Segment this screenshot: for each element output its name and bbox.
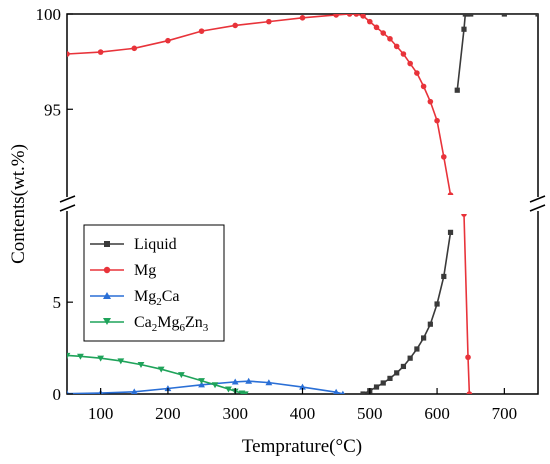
data-point-mg — [420, 83, 427, 90]
data-point-mg — [360, 14, 366, 19]
data-point-mg — [414, 70, 420, 76]
data-point-mg2ca — [340, 390, 345, 394]
data-point-ca2mg6zn3 — [241, 391, 249, 394]
data-point-liquid — [394, 370, 400, 376]
y-tick-label: 0 — [53, 385, 62, 404]
data-point-liquid — [461, 26, 467, 32]
legend-label-mg2ca: Mg2Ca — [134, 288, 180, 308]
data-point-mg — [434, 117, 440, 124]
data-point-liquid — [407, 355, 413, 361]
legend-item-mg: Mg — [90, 262, 156, 279]
x-tick-label: 200 — [155, 404, 181, 423]
series-line-ca2mg6zn3-lower — [67, 354, 246, 394]
data-point-liquid — [360, 391, 366, 394]
data-point-ca2mg6zn3 — [137, 362, 145, 369]
data-point-ca2mg6zn3 — [117, 358, 125, 365]
x-tick-label: 500 — [357, 404, 383, 423]
legend-item-liquid: Liquid — [90, 236, 177, 253]
data-point-ca2mg6zn3 — [77, 353, 84, 360]
data-point-mg2ca — [198, 381, 205, 388]
data-point-mg — [299, 15, 306, 21]
data-point-liquid — [380, 380, 386, 386]
data-point-mg — [333, 14, 339, 18]
data-point-ca2mg6zn3 — [225, 386, 232, 393]
data-point-liquid — [501, 14, 507, 17]
series-line-liquid-upper — [456, 14, 538, 91]
x-tick-label: 300 — [222, 404, 248, 423]
legend: Liquid Mg Mg2Ca Ca2Mg6Zn3 — [83, 224, 225, 342]
data-point-mg — [198, 28, 205, 34]
data-point-mg — [380, 30, 387, 36]
data-point-mg2ca — [245, 377, 253, 384]
legend-label-mg: Mg — [134, 262, 156, 279]
data-point-mg — [373, 24, 380, 31]
data-point-liquid — [441, 273, 447, 280]
data-point-liquid — [454, 87, 460, 93]
y-axis-title: Contents(wt.%) — [8, 144, 29, 264]
legend-label-ca2mg6zn3: Ca2Mg6Zn3 — [134, 314, 209, 334]
data-point-ca2mg6zn3 — [97, 355, 105, 362]
data-point-liquid — [535, 14, 538, 17]
legend-item-ca2mg6zn3: Ca2Mg6Zn3 — [90, 314, 209, 334]
data-point-mg — [407, 60, 413, 67]
data-point-liquid — [421, 335, 427, 341]
data-point-liquid — [414, 346, 420, 352]
data-point-mg2ca — [265, 379, 273, 386]
data-point-mg — [366, 18, 373, 25]
x-tick-label: 700 — [492, 404, 518, 423]
data-point-mg — [387, 35, 393, 42]
data-point-mg — [466, 391, 473, 394]
x-tick-label: 400 — [290, 404, 316, 423]
data-point-ca2mg6zn3 — [157, 366, 165, 373]
data-point-ca2mg6zn3 — [67, 352, 71, 359]
data-point-liquid — [427, 321, 433, 327]
data-point-mg2ca — [333, 388, 340, 394]
data-point-liquid — [464, 14, 470, 17]
data-point-mg — [447, 192, 454, 195]
y-tick-label: 100 — [36, 5, 62, 24]
series-line-liquid-lower — [362, 232, 452, 394]
data-point-mg — [465, 354, 471, 361]
x-tick-label: 600 — [424, 404, 450, 423]
legend-item-mg2ca: Mg2Ca — [90, 288, 180, 308]
data-point-mg — [67, 51, 70, 57]
data-point-mg — [346, 14, 353, 17]
x-tick-label: 100 — [88, 404, 114, 423]
data-point-mg2ca — [231, 378, 239, 385]
data-point-liquid — [447, 229, 454, 235]
data-point-mg — [441, 154, 447, 160]
data-point-mg2ca — [131, 388, 138, 394]
data-point-mg2ca — [67, 390, 70, 394]
data-point-mg — [165, 37, 171, 44]
data-point-ca2mg6zn3 — [177, 372, 185, 379]
data-point-mg — [232, 22, 239, 29]
series-line-mg-upper — [67, 14, 452, 195]
legend-label-liquid: Liquid — [134, 236, 177, 253]
data-point-ca2mg6zn3 — [211, 382, 219, 389]
data-point-liquid — [387, 375, 393, 381]
data-point-liquid — [400, 363, 407, 370]
data-point-mg — [427, 98, 434, 105]
data-point-liquid — [373, 384, 380, 390]
data-point-mg — [393, 43, 400, 50]
data-point-mg — [266, 18, 272, 25]
data-point-mg — [353, 14, 360, 17]
data-point-liquid — [468, 14, 474, 17]
data-point-mg — [461, 214, 467, 217]
data-point-mg2ca — [299, 383, 306, 390]
series-line-mg-lower — [463, 214, 471, 394]
data-point-liquid — [434, 301, 440, 307]
data-point-mg — [400, 51, 407, 57]
y-tick-label: 95 — [44, 100, 61, 119]
data-point-ca2mg6zn3 — [198, 378, 205, 385]
data-point-mg — [97, 49, 104, 55]
axis-break — [59, 195, 546, 212]
data-point-mg — [131, 45, 138, 52]
x-axis-title: Temprature(°C) — [242, 436, 362, 457]
y-tick-label: 5 — [53, 293, 62, 312]
